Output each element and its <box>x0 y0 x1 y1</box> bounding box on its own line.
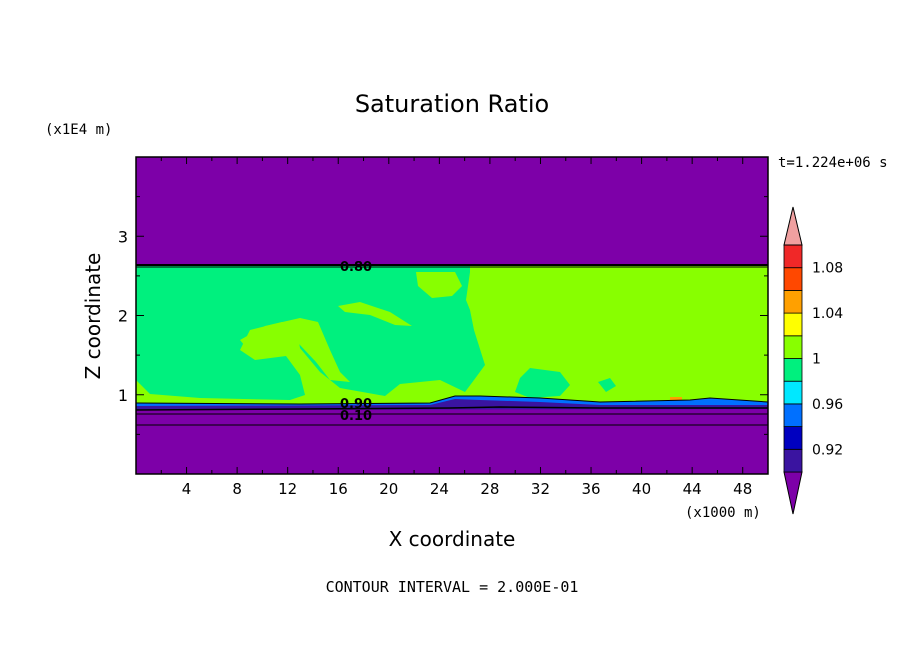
colorbar-swatch <box>783 403 803 427</box>
x-tick-label: 32 <box>531 480 550 498</box>
colorbar-swatch <box>783 448 803 473</box>
colorbar-swatch <box>783 267 803 291</box>
x-tick-label: 48 <box>733 480 752 498</box>
colorbar-swatch <box>783 312 803 337</box>
x-tick-label: 28 <box>480 480 499 498</box>
contour-lines <box>135 264 769 426</box>
colorbar-tick-label: 0.96 <box>812 397 843 413</box>
plot-area: 0.80 0.90 0.10 <box>135 156 769 475</box>
y-tick-label: 1 <box>118 386 128 405</box>
colorbar-swatch <box>783 289 803 314</box>
lower-dry-layer <box>136 404 768 474</box>
colorbar-swatch <box>783 426 803 450</box>
x-tick-label: 24 <box>430 480 449 498</box>
time-label: t=1.224e+06 s <box>778 155 888 171</box>
colorbar-tick-label: 1 <box>812 352 821 368</box>
colorbar-over-triangle <box>783 206 803 246</box>
y-tick-label: 2 <box>118 307 128 326</box>
y-unit-label: (x1E4 m) <box>45 122 112 138</box>
colorbar-tick-label: 1.04 <box>812 306 843 322</box>
x-tick-label: 20 <box>379 480 398 498</box>
colorbar-tick-label: 0.92 <box>812 442 843 458</box>
transition-band-dark <box>136 399 768 410</box>
x-tick-label: 8 <box>232 480 242 498</box>
supersaturation-tongues <box>240 272 462 382</box>
contour-label-mid: 0.90 <box>340 397 372 412</box>
colorbar-swatch <box>783 380 803 405</box>
x-tick-label: 44 <box>683 480 702 498</box>
x-axis-title: X coordinate <box>389 527 516 551</box>
contour-label-lower: 0.10 <box>340 409 372 424</box>
colorbar-swatch <box>783 244 803 269</box>
chart-title: Saturation Ratio <box>355 90 549 118</box>
x-tick-label: 4 <box>182 480 192 498</box>
colorbar-swatch <box>783 358 803 382</box>
x-tick-label: 12 <box>278 480 297 498</box>
x-tick-label: 16 <box>329 480 348 498</box>
x-unit-label: (x1000 m) <box>685 505 761 521</box>
x-tick-label: 40 <box>632 480 651 498</box>
contour-label-upper: 0.80 <box>340 260 372 275</box>
y-axis-title: Z coordinate <box>81 253 105 380</box>
x-tick-label: 36 <box>581 480 600 498</box>
y-axis: 1 2 3 <box>118 156 768 435</box>
colorbar: 0.92 0.96 1 1.04 1.08 <box>783 206 843 515</box>
contour-interval-label: CONTOUR INTERVAL = 2.000E-01 <box>326 578 579 596</box>
colorbar-tick-label: 1.08 <box>812 261 843 277</box>
x-axis: 4 8 12 16 20 24 28 32 36 40 44 48 <box>160 157 769 498</box>
colorbar-under-triangle <box>783 471 803 515</box>
colorbar-swatch <box>783 335 803 359</box>
orange-spot <box>670 397 682 400</box>
y-tick-label: 3 <box>118 227 128 246</box>
